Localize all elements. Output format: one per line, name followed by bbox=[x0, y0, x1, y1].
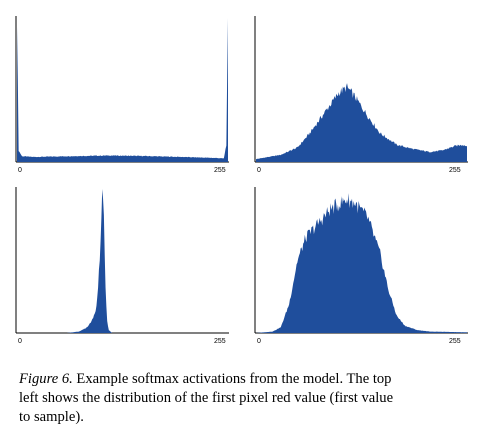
histogram-2-area bbox=[256, 83, 467, 162]
histogram-1-area bbox=[17, 18, 228, 162]
histogram-4-svg bbox=[254, 187, 468, 334]
histogram-3-svg bbox=[15, 187, 229, 334]
caption-line-1: Example softmax activations from the mod… bbox=[72, 371, 392, 387]
histogram-4-area bbox=[256, 193, 467, 333]
histogram-2-svg bbox=[254, 16, 468, 163]
x-tick-max: 255 bbox=[214, 167, 226, 174]
caption-line-2: left shows the distribution of the first… bbox=[19, 390, 394, 406]
histogram-3-area bbox=[17, 189, 228, 333]
x-tick-min: 0 bbox=[257, 338, 261, 345]
histogram-panel-4: 0 255 bbox=[254, 187, 469, 350]
figure-label: Figure 6. bbox=[19, 371, 73, 387]
x-tick-min: 0 bbox=[18, 338, 22, 345]
histogram-1-svg bbox=[15, 16, 229, 163]
figure-caption: Figure 6. Example softmax activations fr… bbox=[19, 370, 471, 427]
x-tick-max: 255 bbox=[449, 167, 461, 174]
x-tick-min: 0 bbox=[18, 167, 22, 174]
x-tick-max: 255 bbox=[214, 338, 226, 345]
x-tick-max: 255 bbox=[449, 338, 461, 345]
caption-line-3: to sample). bbox=[19, 409, 84, 425]
histogram-panel-1: 0 255 bbox=[15, 16, 230, 179]
histogram-panel-3: 0 255 bbox=[15, 187, 230, 350]
histogram-panel-2: 0 255 bbox=[254, 16, 469, 179]
x-tick-min: 0 bbox=[257, 167, 261, 174]
